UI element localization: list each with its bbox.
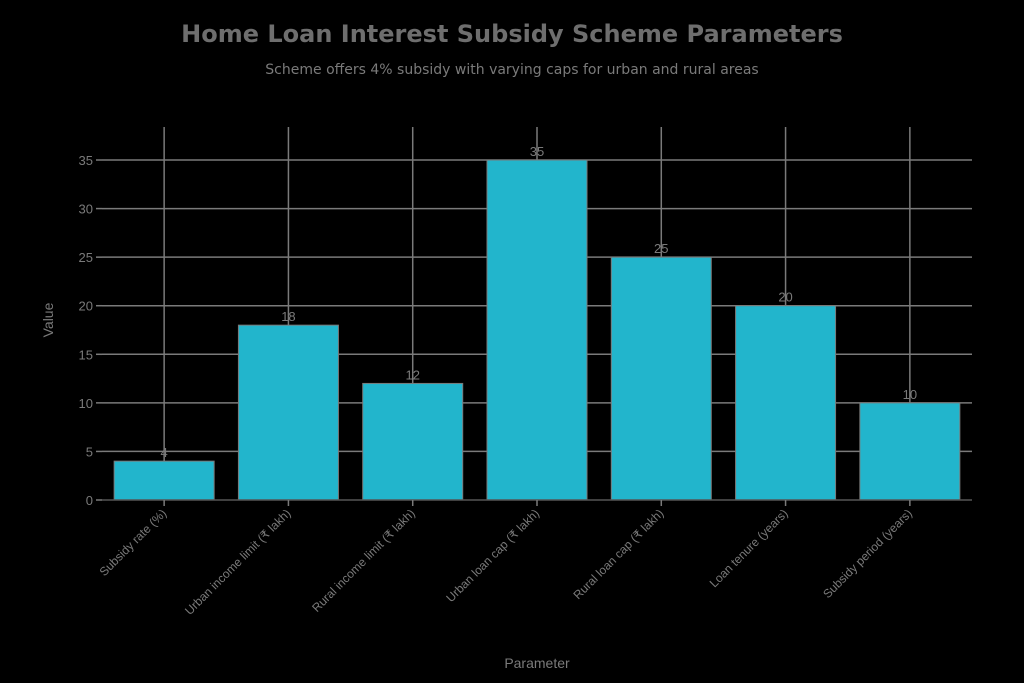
x-tick-label: Loan tenure (years)	[707, 506, 791, 590]
bar	[735, 305, 837, 501]
bar-value-label: 12	[405, 367, 419, 382]
x-tick-label: Urban income limit (₹ lakh)	[182, 506, 293, 617]
chart-subtitle: Scheme offers 4% subsidy with varying ca…	[265, 62, 759, 78]
x-tick-label: Urban loan cap (₹ lakh)	[443, 506, 542, 605]
y-axis-ticks: 0 5 10 15 20 25 30 35	[79, 153, 102, 508]
bar	[113, 460, 215, 501]
bar-value-label: 20	[778, 290, 792, 305]
y-tick-label: 35	[79, 153, 93, 168]
x-tick-label: Subsidy period (years)	[820, 506, 915, 601]
y-tick-label: 30	[79, 202, 93, 217]
chart-title: Home Loan Interest Subsidy Scheme Parame…	[181, 20, 843, 48]
y-axis-label: Value	[40, 302, 56, 338]
x-axis-label: Parameter	[504, 655, 570, 671]
value-labels: 4 18 12 35 25 20 10	[161, 144, 918, 460]
y-tick-label: 25	[79, 250, 93, 265]
bar-value-label: 35	[530, 144, 544, 159]
y-tick-label: 15	[79, 347, 93, 362]
y-tick-label: 5	[86, 444, 93, 459]
y-tick-label: 10	[79, 396, 93, 411]
bar-value-label: 18	[281, 309, 295, 324]
bars	[113, 159, 961, 501]
bar	[362, 382, 464, 501]
bar-value-label: 4	[161, 445, 168, 460]
bar	[859, 402, 961, 501]
y-tick-label: 20	[79, 299, 93, 314]
x-tick-label: Rural income limit (₹ lakh)	[309, 506, 418, 615]
x-tick-label: Subsidy rate (%)	[97, 506, 170, 579]
x-axis-ticks: Subsidy rate (%) Urban income limit (₹ la…	[97, 499, 972, 618]
bar-value-label: 10	[903, 387, 917, 402]
bar	[486, 159, 588, 501]
x-tick-label: Rural loan cap (₹ lakh)	[570, 506, 666, 602]
bar	[610, 256, 712, 501]
bar	[237, 324, 339, 501]
y-tick-label: 0	[86, 493, 93, 508]
bar-value-label: 25	[654, 241, 668, 256]
